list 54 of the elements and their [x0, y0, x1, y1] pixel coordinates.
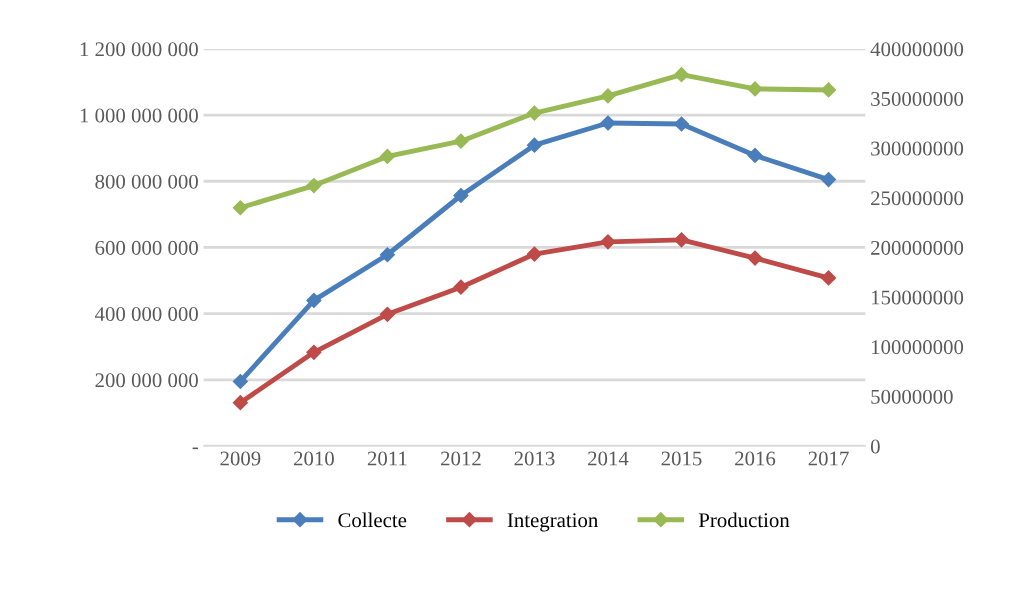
- x-tick-label: 2010: [293, 451, 334, 466]
- y2-tick-label: 300000000: [871, 141, 964, 156]
- y2-tick-label: 150000000: [871, 290, 964, 305]
- x-tick-label: 2014: [588, 451, 629, 466]
- point: [673, 232, 690, 248]
- x-tick-label: 2017: [808, 451, 849, 466]
- point: [306, 177, 322, 194]
- point: [232, 395, 248, 411]
- x-tick-label: 2016: [735, 451, 776, 466]
- point: [526, 105, 543, 121]
- point: [526, 246, 543, 262]
- x-tick-label: 2009: [220, 451, 261, 466]
- point: [526, 137, 543, 153]
- y2-tick-label: 100000000: [871, 340, 964, 355]
- y2-tick-label: 50000000: [871, 389, 953, 404]
- point: [600, 88, 616, 104]
- y-tick-label: -: [192, 447, 198, 450]
- point: [747, 250, 763, 266]
- y-tick-label: 1 000 000 000: [80, 108, 198, 123]
- point: [673, 67, 690, 83]
- y2-tick-label: 0: [870, 439, 880, 454]
- point: [453, 133, 469, 149]
- point: [379, 247, 395, 263]
- point: [379, 148, 395, 165]
- point: [673, 116, 690, 132]
- y2-tick-label: 250000000: [871, 191, 964, 206]
- y2-tick-label: 350000000: [871, 91, 964, 106]
- y-tick-label: 400 000 000: [94, 307, 198, 322]
- point: [747, 147, 763, 164]
- point: [379, 306, 395, 322]
- x-tick-label: 2011: [367, 451, 407, 466]
- point: [600, 115, 616, 131]
- legend-label: Production: [698, 512, 790, 528]
- point: [232, 200, 248, 216]
- legend-label: Integration: [507, 513, 598, 532]
- y-tick-label: 800 000 000: [95, 174, 198, 189]
- point: [232, 373, 248, 390]
- point: [453, 279, 469, 295]
- x-tick-label: 2012: [441, 451, 481, 466]
- x-tick-label: 2015: [661, 451, 702, 466]
- y-tick-label: 200 000 000: [95, 373, 198, 388]
- legend-label: Collecte: [338, 512, 407, 528]
- point: [453, 187, 469, 204]
- y-tick-label: 600 000 000: [95, 240, 198, 255]
- point: [600, 234, 616, 250]
- point: [747, 81, 763, 97]
- y2-tick-label: 200000000: [871, 240, 964, 255]
- point: [820, 172, 837, 188]
- x-tick-label: 2013: [514, 451, 555, 466]
- point: [306, 344, 322, 360]
- point: [306, 292, 322, 308]
- y2-tick-label: 400000000: [870, 42, 964, 57]
- y-tick-label: 1 200 000 000: [80, 42, 198, 57]
- point: [820, 270, 837, 286]
